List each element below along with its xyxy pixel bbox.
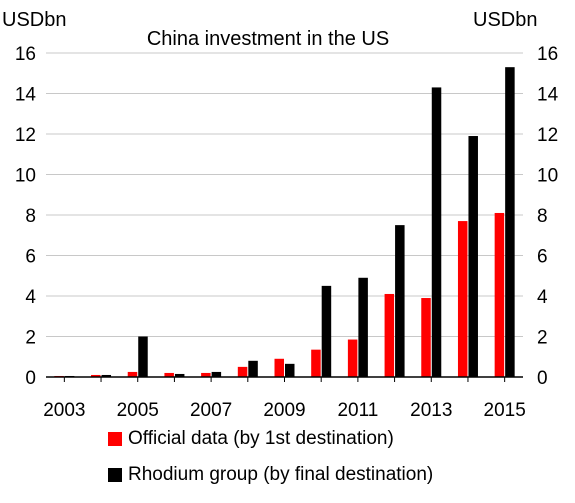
legend-swatch-black	[108, 468, 122, 482]
bar-rhodium-2008	[248, 360, 258, 377]
axes: 0 0 2 2 4 4 6 6 8 8 10 10 12 12 14 14 16 16 2003 2005 2007 20…	[15, 44, 559, 421]
y-tick-label-left: 14	[15, 85, 37, 106]
y-tick-label-right: 16	[537, 44, 558, 65]
y-axis-label-right: USDbn	[473, 9, 537, 31]
bar-official-2010	[311, 349, 321, 377]
x-tick-label: 2011	[337, 400, 378, 421]
x-tick-label: 2015	[484, 400, 526, 421]
legend-item-official: Official data (by 1st destination)	[108, 428, 394, 450]
bar-official-2007	[201, 372, 211, 377]
x-tick-label: 2003	[43, 400, 85, 421]
chart-title: China investment in the US	[147, 28, 389, 50]
bar-official-2015	[494, 212, 505, 377]
bar-official-2004	[91, 374, 101, 377]
bar-rhodium-2006	[174, 373, 185, 377]
y-tick-label-left: 4	[25, 287, 36, 308]
bar-official-2005	[127, 371, 138, 377]
x-tick-label: 2005	[117, 400, 159, 421]
bar-rhodium-2007	[211, 371, 222, 377]
bars	[54, 67, 515, 378]
bar-rhodium-2015	[505, 67, 515, 378]
bar-rhodium-2013	[431, 87, 442, 378]
y-tick-label-right: 4	[537, 287, 548, 308]
bar-official-2012	[384, 293, 395, 377]
bar-rhodium-2010	[321, 285, 332, 377]
y-tick-label-right: 14	[537, 85, 559, 106]
legend-label-official: Official data (by 1st destination)	[128, 428, 394, 449]
y-tick-label-right: 6	[537, 247, 548, 268]
legend-swatch-red	[108, 432, 122, 446]
legend-item-rhodium: Rhodium group (by final destination)	[108, 464, 433, 486]
legend-label-rhodium: Rhodium group (by final destination)	[128, 464, 434, 485]
y-tick-label-left: 8	[25, 206, 36, 227]
x-tick-label: 2009	[263, 400, 305, 421]
bar-rhodium-2014	[468, 136, 478, 377]
bar-rhodium-2009	[285, 363, 295, 377]
bar-rhodium-2004	[101, 374, 112, 377]
y-tick-label-right: 8	[537, 206, 548, 227]
bar-official-2011	[347, 339, 358, 377]
x-tick-label: 2007	[190, 400, 232, 421]
y-tick-label-right: 10	[537, 166, 558, 187]
y-tick-label-left: 6	[25, 247, 36, 268]
bar-official-2009	[274, 358, 284, 377]
bar-official-2014	[457, 221, 468, 377]
x-tick-label: 2013	[410, 400, 452, 421]
grid-lines	[46, 52, 523, 337]
bar-rhodium-2012	[395, 225, 405, 377]
bar-rhodium-2011	[358, 277, 368, 377]
bar-official-2013	[421, 298, 431, 377]
y-tick-label-left: 10	[15, 166, 36, 187]
y-tick-label-left: 12	[15, 125, 36, 146]
y-tick-label-left: 2	[25, 328, 36, 349]
bar-official-2006	[164, 372, 174, 377]
y-tick-label-left: 16	[15, 44, 36, 65]
y-tick-label-right: 12	[537, 125, 558, 146]
bar-rhodium-2005	[138, 336, 148, 377]
bar-official-2008	[237, 366, 248, 377]
y-tick-label-right: 0	[537, 368, 548, 389]
y-axis-label-left: USDbn	[2, 9, 66, 31]
y-tick-label-left: 0	[25, 368, 36, 389]
labels: China investment in the US USDbn USDbn	[2, 9, 537, 50]
y-tick-label-right: 2	[537, 328, 548, 349]
